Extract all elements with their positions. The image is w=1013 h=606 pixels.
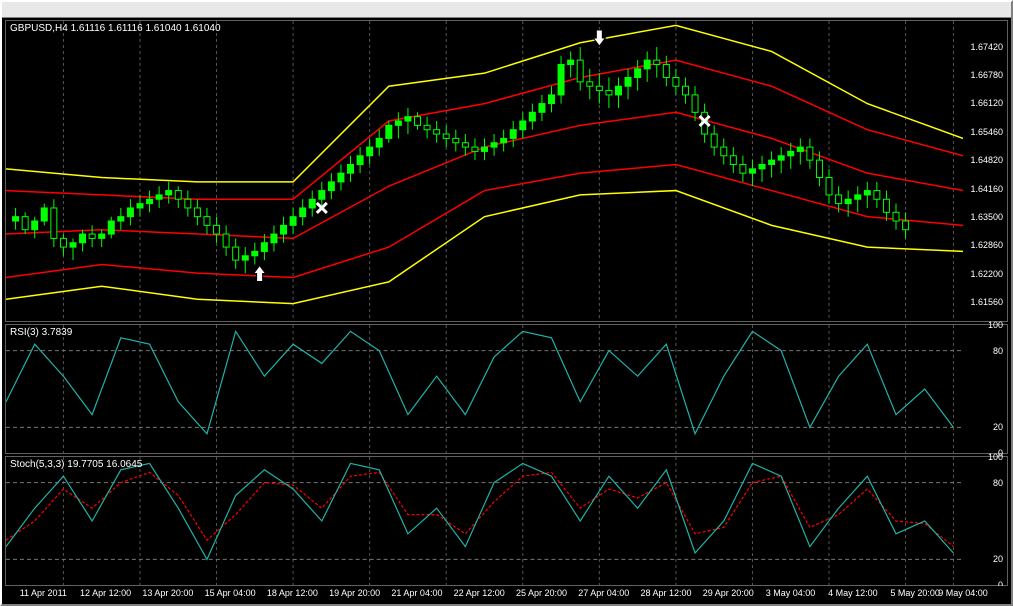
time-label: 28 Apr 12:00 bbox=[640, 588, 691, 598]
osc-y-label: 20 bbox=[993, 554, 1003, 564]
osc-y-label: 20 bbox=[993, 422, 1003, 432]
price-plot[interactable] bbox=[6, 21, 963, 321]
time-label: 25 Apr 20:00 bbox=[516, 588, 567, 598]
rsi-y-axis: 10080200 bbox=[963, 325, 1005, 453]
price-y-label: 1.65460 bbox=[970, 127, 1003, 137]
time-label: 3 May 04:00 bbox=[766, 588, 816, 598]
time-label: 4 May 12:00 bbox=[828, 588, 878, 598]
rsi-label: RSI(3) 3.7839 bbox=[10, 327, 72, 338]
price-y-label: 1.66780 bbox=[970, 70, 1003, 80]
time-label: 19 Apr 20:00 bbox=[329, 588, 380, 598]
price-y-label: 1.62200 bbox=[970, 269, 1003, 279]
osc-y-label: 100 bbox=[988, 320, 1003, 330]
time-label: 13 Apr 20:00 bbox=[142, 588, 193, 598]
stoch-label: Stoch(5,3,3) 19.7705 16.0645 bbox=[10, 459, 142, 470]
price-y-label: 1.61560 bbox=[970, 297, 1003, 307]
time-label: 21 Apr 04:00 bbox=[391, 588, 442, 598]
price-y-label: 1.67420 bbox=[970, 42, 1003, 52]
price-y-label: 1.64160 bbox=[970, 184, 1003, 194]
osc-y-label: 80 bbox=[993, 346, 1003, 356]
price-y-label: 1.64820 bbox=[970, 155, 1003, 165]
chart-area[interactable]: GBPUSD,H4 1.61116 1.61116 1.61040 1.6104… bbox=[2, 20, 1011, 604]
time-label: 11 Apr 2011 bbox=[20, 588, 67, 598]
time-label: 18 Apr 12:00 bbox=[267, 588, 318, 598]
time-label: 12 Apr 12:00 bbox=[80, 588, 131, 598]
price-y-label: 1.66120 bbox=[970, 98, 1003, 108]
chart-window: GBPUSD,H4 1.61116 1.61116 1.61040 1.6104… bbox=[0, 0, 1013, 606]
time-label: 29 Apr 20:00 bbox=[703, 588, 754, 598]
symbol-label: GBPUSD,H4 1.61116 1.61116 1.61040 1.6104… bbox=[10, 23, 221, 34]
stoch-panel[interactable]: Stoch(5,3,3) 19.7705 16.0645 10080200 bbox=[5, 456, 1008, 586]
time-axis: 11 Apr 2011 12 Apr 12:00 13 Apr 20:00 15 Ap… bbox=[5, 586, 1008, 602]
stoch-y-axis: 10080200 bbox=[963, 457, 1005, 585]
time-label: 22 Apr 12:00 bbox=[454, 588, 505, 598]
price-panel[interactable]: GBPUSD,H4 1.61116 1.61116 1.61040 1.6104… bbox=[5, 20, 1008, 322]
rsi-panel[interactable]: RSI(3) 3.7839 10080200 bbox=[5, 324, 1008, 454]
time-label: 5 May 20:00 bbox=[890, 588, 940, 598]
rsi-plot[interactable] bbox=[6, 325, 963, 453]
time-label: 9 May 04:00 bbox=[938, 588, 988, 598]
time-label: 27 Apr 04:00 bbox=[578, 588, 629, 598]
price-y-label: 1.62860 bbox=[970, 240, 1003, 250]
osc-y-label: 100 bbox=[988, 452, 1003, 462]
toolbar bbox=[2, 2, 1011, 18]
price-y-label: 1.63500 bbox=[970, 212, 1003, 222]
osc-y-label: 80 bbox=[993, 478, 1003, 488]
price-y-axis: 1.67420 1.66780 1.66120 1.65460 1.64820 1.641… bbox=[963, 21, 1005, 321]
time-label: 15 Apr 04:00 bbox=[205, 588, 256, 598]
stoch-plot[interactable] bbox=[6, 457, 963, 585]
